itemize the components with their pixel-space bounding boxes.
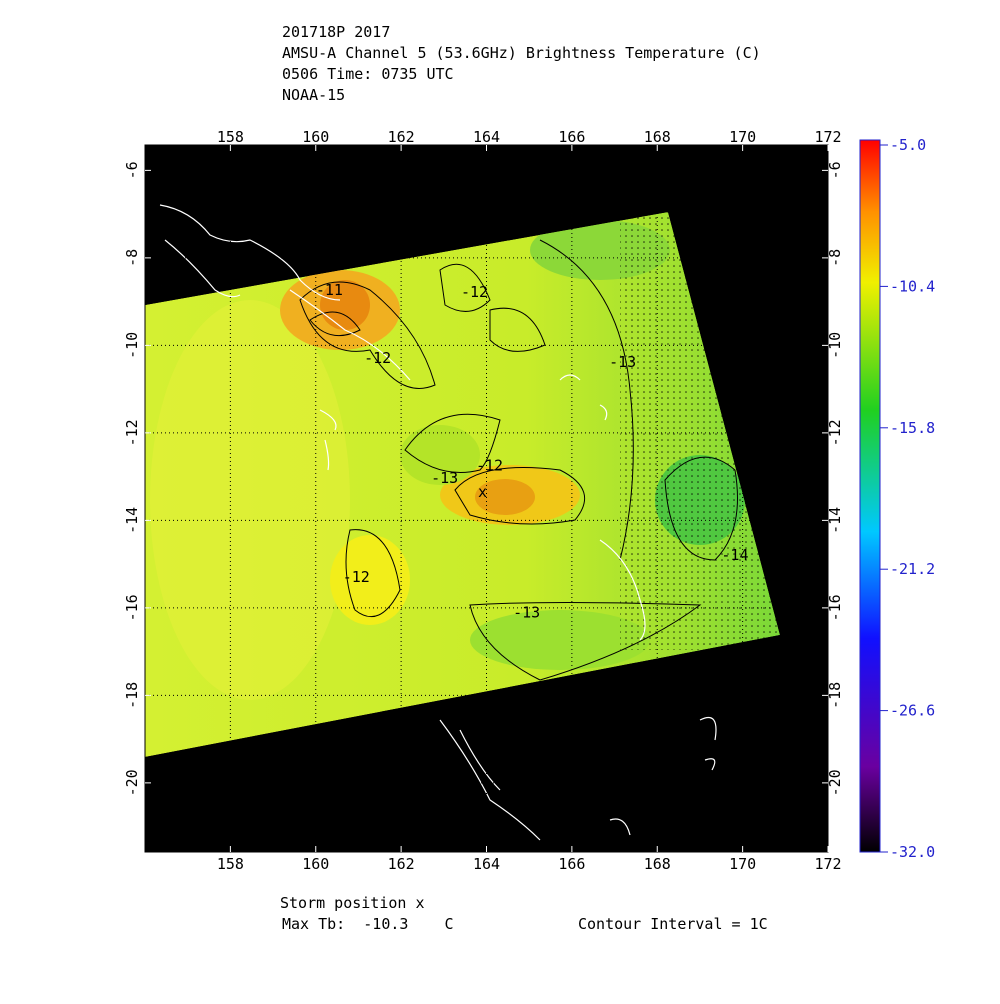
y-tick-label: -18 <box>826 682 844 709</box>
contour-label: -11 <box>316 281 343 299</box>
y-tick-label: -6 <box>123 161 141 179</box>
title-line: NOAA-15 <box>282 86 345 104</box>
title-line: 0506 Time: 0735 UTC <box>282 65 454 83</box>
y-tick-label: -14 <box>123 507 141 534</box>
colorbar-label: -21.2 <box>890 560 935 578</box>
x-tick-label: 160 <box>302 128 329 146</box>
storm-note: Storm position x <box>280 894 425 912</box>
contour-label: -14 <box>721 546 748 564</box>
contours <box>299 239 738 681</box>
storm-marker: x <box>478 483 487 501</box>
contour-label: -13 <box>431 469 458 487</box>
x-tick-label: 158 <box>217 855 244 873</box>
x-tick-label: 164 <box>473 128 500 146</box>
swath <box>145 212 780 757</box>
contour-label: -12 <box>343 568 370 586</box>
x-tick-label: 172 <box>814 128 841 146</box>
y-tick-label: -16 <box>123 594 141 621</box>
y-tick-label: -6 <box>826 161 844 179</box>
x-tick-label: 166 <box>558 128 585 146</box>
y-tick-label: -20 <box>826 769 844 796</box>
x-tick-label: 162 <box>388 855 415 873</box>
x-tick-label: 168 <box>644 855 671 873</box>
colorbar-label: -32.0 <box>890 843 935 861</box>
y-tick-label: -8 <box>123 249 141 267</box>
contour-label: -12 <box>461 283 488 301</box>
x-tick-label: 164 <box>473 855 500 873</box>
title-line: AMSU-A Channel 5 (53.6GHz) Brightness Te… <box>282 44 761 62</box>
colorbar <box>859 139 881 853</box>
y-tick-label: -16 <box>826 594 844 621</box>
y-tick-label: -10 <box>826 332 844 359</box>
y-tick-label: -12 <box>826 419 844 446</box>
x-tick-label: 166 <box>558 855 585 873</box>
colorbar-label: -5.0 <box>890 136 926 154</box>
x-tick-label: 170 <box>729 128 756 146</box>
x-tick-label: 160 <box>302 855 329 873</box>
colorbar-label: -10.4 <box>890 277 935 295</box>
title-line: 201718P 2017 <box>282 23 390 41</box>
x-tick-label: 170 <box>729 855 756 873</box>
y-tick-label: -12 <box>123 419 141 446</box>
contour-label: -13 <box>609 353 636 371</box>
coastlines <box>159 204 717 841</box>
y-tick-label: -10 <box>123 332 141 359</box>
y-tick-label: -20 <box>123 769 141 796</box>
max-tb: Max Tb: -10.3 C <box>282 915 454 933</box>
y-tick-label: -8 <box>826 249 844 267</box>
y-tick-label: -14 <box>826 507 844 534</box>
colorbar-label: -15.8 <box>890 419 935 437</box>
x-tick-label: 162 <box>388 128 415 146</box>
x-tick-label: 168 <box>644 128 671 146</box>
x-tick-label: 172 <box>814 855 841 873</box>
colorbar-label: -26.6 <box>890 702 935 720</box>
contour-label: -13 <box>513 604 540 622</box>
contour-label: -12 <box>476 457 503 475</box>
x-tick-label: 158 <box>217 128 244 146</box>
contour-interval: Contour Interval = 1C <box>578 915 768 933</box>
y-tick-label: -18 <box>123 682 141 709</box>
contour-label: -12 <box>364 349 391 367</box>
